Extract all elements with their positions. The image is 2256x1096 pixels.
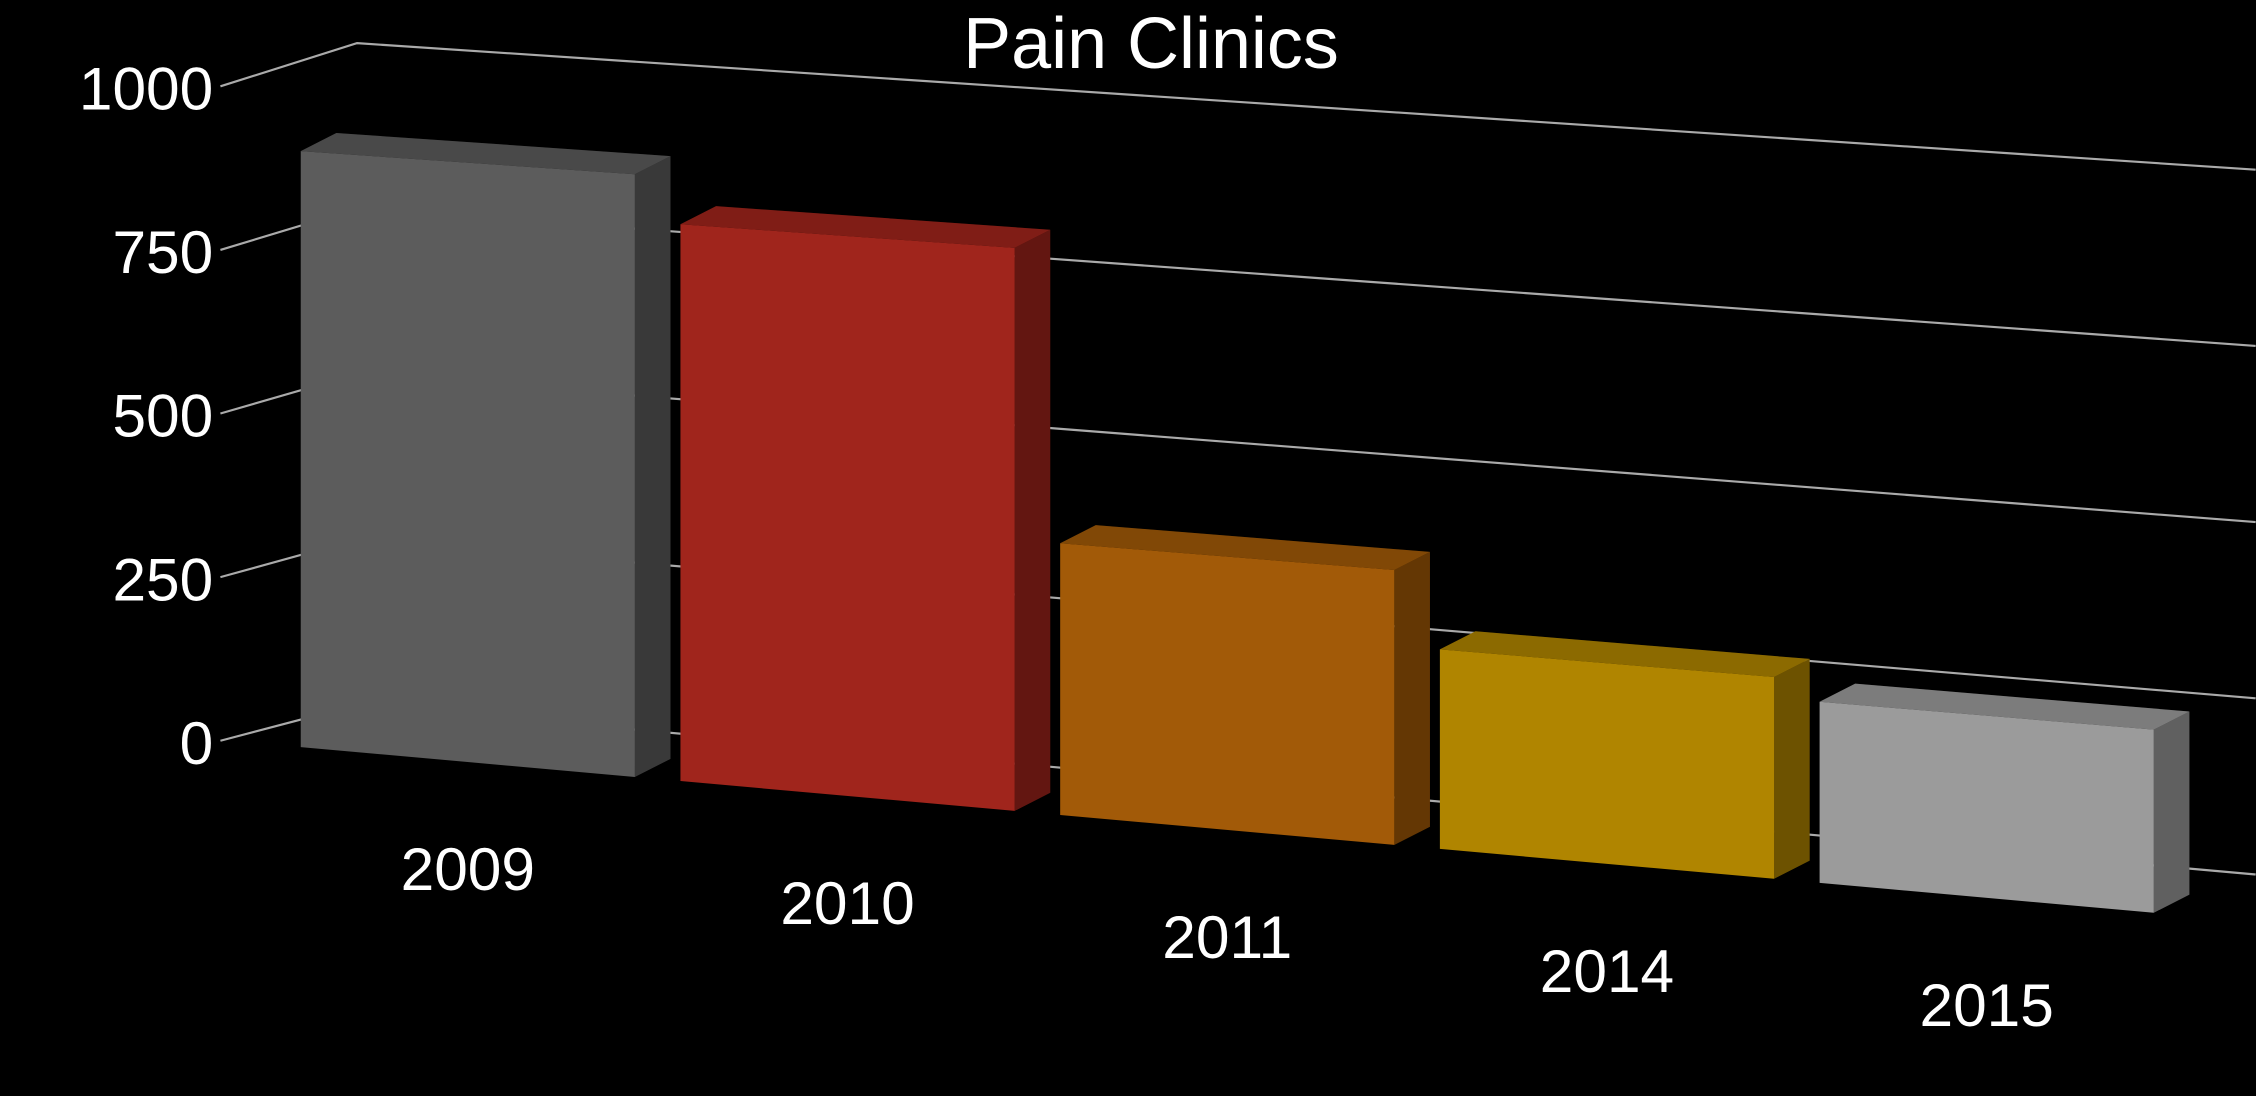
shade bbox=[2153, 711, 2190, 913]
shade bbox=[1819, 683, 2190, 730]
shade bbox=[634, 156, 671, 777]
shade bbox=[1774, 658, 1810, 879]
chart-title: Pain Clinics bbox=[963, 4, 1339, 84]
x-tick-label: 2015 bbox=[1919, 971, 2053, 1039]
y-tick-label: 500 bbox=[112, 382, 213, 450]
bar-side bbox=[1774, 658, 1810, 879]
bar-top bbox=[1819, 683, 2190, 730]
x-tick-label: 2009 bbox=[401, 835, 535, 903]
y-tick-label: 0 bbox=[180, 709, 214, 777]
shade bbox=[1060, 525, 1430, 571]
grid-line bbox=[220, 42, 2256, 171]
y-tick-label: 1000 bbox=[79, 54, 213, 122]
shade bbox=[1439, 631, 1810, 678]
bar bbox=[1439, 649, 1775, 879]
x-tick-label: 2011 bbox=[1162, 903, 1292, 971]
shade bbox=[1394, 551, 1430, 845]
bar-top bbox=[1060, 525, 1430, 571]
shade bbox=[300, 133, 671, 175]
x-tick-label: 2014 bbox=[1540, 937, 1674, 1005]
bar-side bbox=[1394, 551, 1430, 845]
bar bbox=[300, 151, 635, 777]
shade bbox=[1014, 229, 1051, 811]
bar-top bbox=[300, 133, 671, 175]
bar-side bbox=[1014, 229, 1051, 811]
bar bbox=[680, 224, 1015, 811]
y-tick-label: 750 bbox=[112, 218, 213, 286]
bar bbox=[1060, 543, 1395, 845]
bar-side bbox=[634, 156, 671, 777]
bar-top bbox=[680, 206, 1051, 248]
y-tick-label: 250 bbox=[112, 545, 213, 613]
bar-side bbox=[2153, 711, 2190, 913]
shade bbox=[680, 206, 1051, 248]
x-tick-label: 2010 bbox=[780, 869, 914, 937]
bar bbox=[1819, 701, 2154, 913]
bar-top bbox=[1439, 631, 1810, 678]
